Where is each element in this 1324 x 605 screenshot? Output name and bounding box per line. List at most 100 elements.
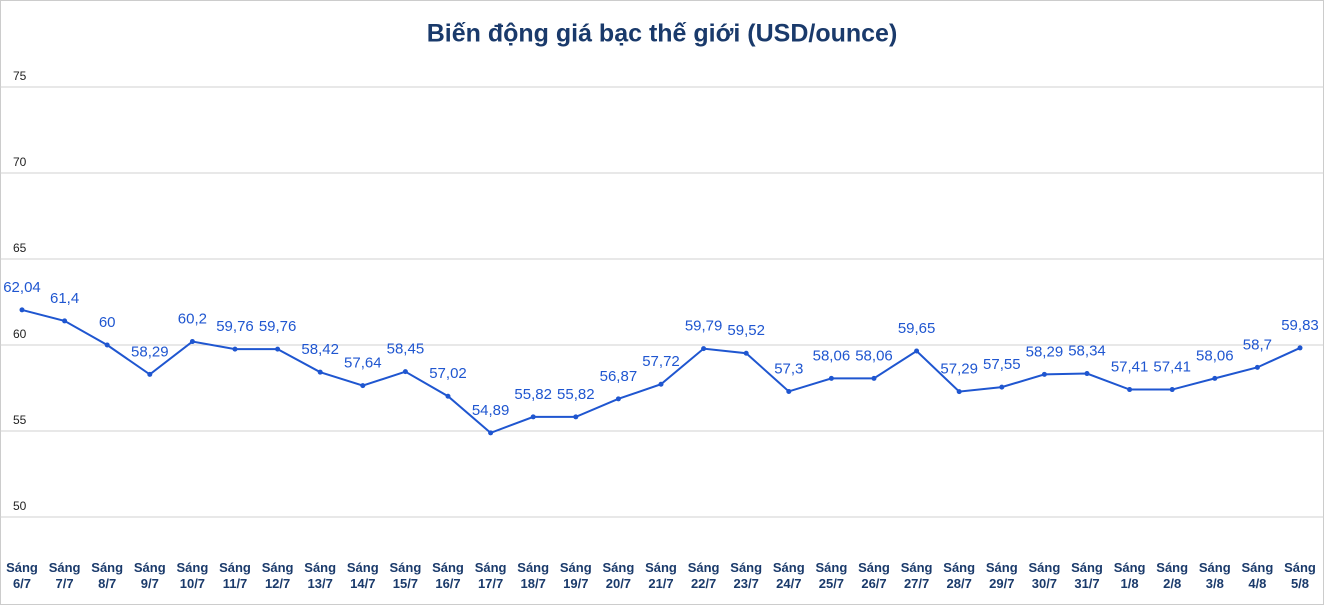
value-label: 57,72	[642, 353, 680, 370]
x-tick-label: Sáng 5/8	[1284, 560, 1316, 591]
point	[317, 369, 323, 375]
y-tick-label: 75	[13, 69, 27, 83]
x-tick-label: Sáng 3/8	[1198, 560, 1231, 591]
x-tick-label: Sáng 29/7	[985, 560, 1018, 591]
value-label: 59,76	[259, 318, 297, 335]
x-tick-label: Sáng 12/7	[261, 560, 294, 591]
x-tick-label: Sáng 9/7	[133, 560, 166, 591]
point	[1084, 371, 1090, 377]
value-label: 58,06	[813, 347, 851, 364]
point	[19, 307, 25, 313]
value-label: 61,4	[50, 290, 79, 307]
x-tick-label: Sáng 26/7	[858, 560, 890, 591]
y-tick-label: 60	[13, 327, 27, 341]
x-tick-label: Sáng 27/7	[900, 560, 933, 591]
x-tick-label: Sáng 24/7	[772, 560, 805, 591]
value-label: 59,83	[1281, 317, 1319, 334]
point	[956, 389, 962, 395]
value-label: 56,87	[600, 368, 638, 385]
y-tick-label: 70	[13, 155, 27, 169]
x-tick-label: Sáng 4/8	[1241, 560, 1274, 591]
value-label: 57,29	[940, 361, 978, 378]
x-tick-label: Sáng 17/7	[474, 560, 507, 591]
x-tick-label: Sáng 1/8	[1113, 560, 1146, 591]
point	[615, 396, 621, 402]
y-tick-label: 55	[13, 413, 27, 427]
x-tick-label: Sáng 25/7	[815, 560, 848, 591]
point	[573, 414, 579, 420]
value-label: 59,79	[685, 318, 723, 335]
value-label: 57,41	[1153, 359, 1191, 376]
chart-title: Biến động giá bạc thế giới (USD/ounce)	[427, 20, 898, 48]
value-label: 58,34	[1068, 343, 1106, 360]
point	[743, 350, 749, 356]
value-label: 57,64	[344, 355, 382, 372]
value-label: 57,02	[429, 365, 467, 382]
x-tick-label: Sáng 19/7	[559, 560, 592, 591]
point	[1297, 345, 1303, 351]
x-tick-label: Sáng 16/7	[432, 560, 464, 591]
price-line	[21, 308, 1301, 435]
point	[914, 348, 920, 354]
point	[658, 381, 664, 387]
value-label: 58,45	[387, 341, 425, 358]
point	[104, 342, 110, 348]
value-label: 58,06	[1196, 347, 1234, 364]
point	[360, 383, 366, 389]
x-tick-label: Sáng 31/7	[1071, 560, 1103, 591]
x-tick-label: Sáng 20/7	[602, 560, 635, 591]
y-tick-label: 65	[13, 241, 27, 255]
value-label: 58,06	[855, 347, 893, 364]
x-tick-label: Sáng 11/7	[219, 560, 251, 591]
point	[488, 430, 494, 436]
point	[62, 318, 68, 324]
value-label: 58,29	[1026, 343, 1064, 360]
x-tick-label: Sáng 23/7	[730, 560, 763, 591]
x-tick-label: Sáng 18/7	[517, 560, 550, 591]
point	[1041, 371, 1047, 377]
point	[232, 346, 238, 352]
point	[1212, 375, 1218, 381]
value-label: 57,3	[774, 360, 803, 377]
point	[1254, 364, 1260, 370]
point	[530, 414, 536, 420]
x-tick-label: Sáng 6/7	[6, 560, 38, 591]
point	[402, 369, 408, 375]
point	[786, 388, 792, 394]
value-label: 58,29	[131, 343, 169, 360]
point	[445, 393, 451, 399]
x-tick-label: Sáng 10/7	[176, 560, 209, 591]
value-label: 60	[99, 314, 116, 331]
value-label: 55,82	[514, 386, 552, 403]
value-label: 62,04	[3, 279, 41, 296]
point	[1169, 387, 1175, 393]
x-tick-label: Sáng 8/7	[91, 560, 124, 591]
x-tick-label: Sáng 15/7	[389, 560, 422, 591]
point	[147, 371, 153, 377]
value-label: 59,65	[898, 320, 936, 337]
value-label: 55,82	[557, 386, 595, 403]
x-tick-label: Sáng 13/7	[304, 560, 337, 591]
value-label: 57,55	[983, 356, 1021, 373]
value-label: 59,76	[216, 318, 254, 335]
x-tick-label: Sáng 28/7	[943, 560, 976, 591]
value-label: 60,2	[178, 311, 207, 328]
y-tick-label: 50	[13, 499, 27, 513]
point	[828, 375, 834, 381]
point	[1127, 387, 1133, 393]
value-label: 59,52	[727, 322, 765, 339]
x-tick-label: Sáng 7/7	[48, 560, 81, 591]
x-tick-label: Sáng 14/7	[346, 560, 379, 591]
value-label: 58,42	[301, 341, 339, 358]
point	[275, 346, 281, 352]
value-label: 54,89	[472, 402, 510, 419]
x-tick-label: Sáng 2/8	[1156, 560, 1189, 591]
point	[871, 375, 877, 381]
value-label: 57,41	[1111, 359, 1149, 376]
x-tick-label: Sáng 22/7	[687, 560, 720, 591]
point	[999, 384, 1005, 390]
point	[189, 339, 195, 345]
